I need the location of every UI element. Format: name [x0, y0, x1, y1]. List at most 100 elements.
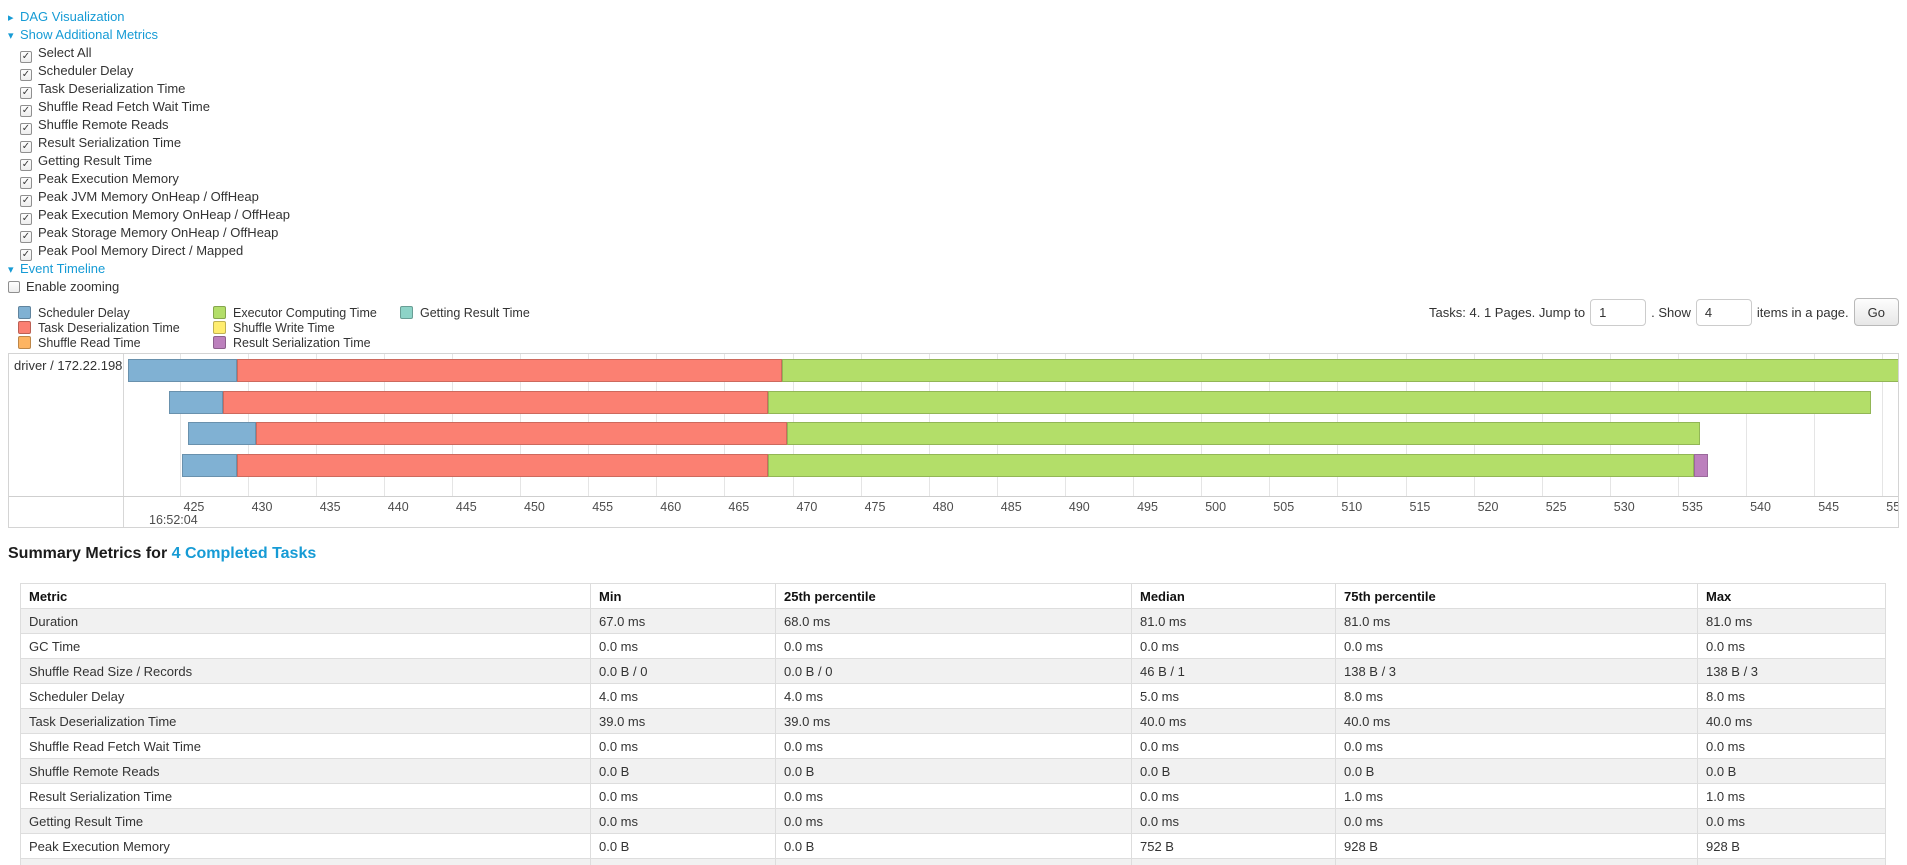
additional-metrics-checkbox-list: Select All Scheduler Delay Task Deserializ…	[8, 44, 1899, 261]
metric-checkbox-row[interactable]: Shuffle Read Fetch Wait Time	[8, 98, 1899, 117]
metric-checkbox-row[interactable]: Peak Storage Memory OnHeap / OffHeap	[8, 224, 1899, 243]
table-cell: 0.0 ms	[775, 808, 1132, 834]
legend-swatch	[213, 321, 226, 334]
table-cell: Scheduler Delay	[20, 683, 591, 709]
metric-checkbox-row[interactable]: Task Deserialization Time	[8, 80, 1899, 99]
metric-checkbox-label: Peak Pool Memory Direct / Mapped	[38, 243, 244, 258]
metric-checkbox-label: Peak JVM Memory OnHeap / OffHeap	[38, 189, 259, 204]
metric-checkbox[interactable]	[20, 195, 32, 207]
table-row: Getting Result Time 0.0 ms 0.0 ms 0.0 ms 0.0…	[20, 808, 1886, 834]
metric-checkbox-row[interactable]: Peak Pool Memory Direct / Mapped	[8, 242, 1899, 261]
table-cell: 0.0 ms	[1131, 733, 1336, 759]
table-cell: Shuffle Remote Reads	[20, 758, 591, 784]
chevron-down-icon: ▾	[8, 264, 14, 276]
table-cell: 39.0 ms	[590, 708, 776, 734]
task-bar-segment[interactable]	[768, 454, 1695, 477]
metric-checkbox[interactable]	[20, 87, 32, 99]
table-cell	[20, 858, 591, 865]
chevron-down-icon: ▾	[8, 30, 14, 42]
table-row: Duration 67.0 ms 68.0 ms 81.0 ms 81.0 ms 81.0…	[20, 608, 1886, 634]
timeline-group-column: driver / 172.22.198.104	[9, 354, 124, 527]
task-bar-segment[interactable]	[168, 391, 224, 414]
table-cell: 81.0 ms	[1335, 608, 1698, 634]
metric-checkbox-label: Getting Result Time	[38, 153, 153, 168]
metric-checkbox[interactable]	[20, 69, 32, 81]
timeline-legend-band: Scheduler Delay Task Deserialization Time…	[8, 298, 1899, 352]
metric-checkbox-label: Peak Execution Memory	[38, 171, 179, 186]
timeline-axis-major-label: 16:52:04	[149, 513, 198, 527]
table-cell: 5.0 ms	[1131, 683, 1336, 709]
table-cell: Task Deserialization Time	[20, 708, 591, 734]
items-per-page-input[interactable]	[1695, 298, 1752, 326]
metric-checkbox-row[interactable]: Getting Result Time	[8, 152, 1899, 171]
task-bar-segment[interactable]	[255, 422, 788, 445]
metric-checkbox-row[interactable]: Peak JVM Memory OnHeap / OffHeap	[8, 188, 1899, 207]
table-cell: Duration	[20, 608, 591, 634]
metric-checkbox[interactable]	[20, 249, 32, 261]
metric-checkbox-row[interactable]: Shuffle Remote Reads	[8, 116, 1899, 135]
metric-checkbox[interactable]	[20, 51, 32, 63]
task-pagination: Tasks: 4. 1 Pages. Jump to . Show items …	[1429, 298, 1899, 326]
event-timeline-toggle[interactable]: ▾ Event Timeline	[8, 260, 1899, 278]
metric-checkbox[interactable]	[20, 105, 32, 117]
legend-swatch	[18, 306, 31, 319]
timeline-tick-label: 430	[251, 500, 273, 514]
table-cell: Getting Result Time	[20, 808, 591, 834]
metric-checkbox-row[interactable]: Peak Execution Memory OnHeap / OffHeap	[8, 206, 1899, 225]
table-header-cell: Metric	[20, 583, 591, 609]
table-cell: 4.0 ms	[775, 683, 1132, 709]
show-additional-metrics-toggle[interactable]: ▾ Show Additional Metrics	[8, 26, 1899, 44]
completed-tasks-link[interactable]: 4 Completed Tasks	[171, 545, 317, 562]
table-cell: 0.0 ms	[1131, 633, 1336, 659]
task-bar-segment[interactable]	[781, 359, 1898, 382]
metric-checkbox[interactable]	[20, 123, 32, 135]
task-bar-segment[interactable]	[223, 391, 768, 414]
table-cell: Shuffle Read Fetch Wait Time	[20, 733, 591, 759]
enable-zooming-row[interactable]: Enable zooming	[8, 278, 1899, 296]
legend-label: Executor Computing Time	[233, 306, 377, 320]
table-row: Shuffle Read Size / Records 0.0 B / 0 0.0 …	[20, 658, 1886, 684]
metric-checkbox[interactable]	[20, 141, 32, 153]
table-cell: 752 B	[1131, 833, 1336, 859]
legend-column: Scheduler Delay Task Deserialization Time…	[18, 306, 180, 351]
task-bar-segment[interactable]	[127, 359, 237, 382]
table-row: Shuffle Remote Reads 0.0 B 0.0 B 0.0 B 0.0 B…	[20, 758, 1886, 784]
table-cell: 0.0 ms	[1697, 633, 1886, 659]
table-cell: 0.0 B	[590, 833, 776, 859]
table-header-cell: 25th percentile	[775, 583, 1132, 609]
timeline-axis-line	[9, 496, 1898, 497]
task-bar-segment[interactable]	[187, 422, 256, 445]
table-cell: 0.0 ms	[590, 733, 776, 759]
table-header-cell: Median	[1131, 583, 1336, 609]
metric-checkbox-row[interactable]: Scheduler Delay	[8, 62, 1899, 81]
legend-column: Executor Computing Time Shuffle Write Tim…	[213, 306, 377, 351]
legend-label: Shuffle Read Time	[38, 336, 141, 350]
metric-checkbox[interactable]	[20, 231, 32, 243]
dag-visualization-toggle[interactable]: ▸ DAG Visualization	[8, 8, 1899, 26]
timeline-tick-label: 470	[796, 500, 818, 514]
table-cell: 46 B / 1	[1131, 658, 1336, 684]
metric-checkbox-row[interactable]: Peak Execution Memory	[8, 170, 1899, 189]
jump-to-page-input[interactable]	[1590, 298, 1647, 326]
enable-zooming-checkbox[interactable]	[8, 281, 20, 293]
timeline-gridline	[1814, 354, 1816, 496]
go-button[interactable]: Go	[1853, 298, 1899, 326]
metric-checkbox-label: Shuffle Remote Reads	[38, 117, 169, 132]
enable-zooming-label: Enable zooming	[26, 279, 120, 294]
metric-checkbox[interactable]	[20, 213, 32, 225]
task-bar-segment[interactable]	[182, 454, 237, 477]
metric-checkbox[interactable]	[20, 177, 32, 189]
timeline-tick-label: 550	[1886, 500, 1898, 514]
metric-checkbox[interactable]	[20, 159, 32, 171]
table-cell: 0.0 B	[1335, 758, 1698, 784]
metric-checkbox-row[interactable]: Select All	[8, 44, 1899, 63]
metric-checkbox-row[interactable]: Result Serialization Time	[8, 134, 1899, 153]
task-bar-segment[interactable]	[768, 391, 1872, 414]
table-cell: 0.0 ms	[1335, 733, 1698, 759]
task-bar-segment[interactable]	[787, 422, 1700, 445]
table-row: Scheduler Delay 4.0 ms 4.0 ms 5.0 ms 8.0 ms 8…	[20, 683, 1886, 709]
task-bar-segment[interactable]	[236, 359, 782, 382]
task-bar-segment[interactable]	[236, 454, 768, 477]
table-cell: 68.0 ms	[775, 608, 1132, 634]
task-bar-segment[interactable]	[1694, 454, 1708, 477]
